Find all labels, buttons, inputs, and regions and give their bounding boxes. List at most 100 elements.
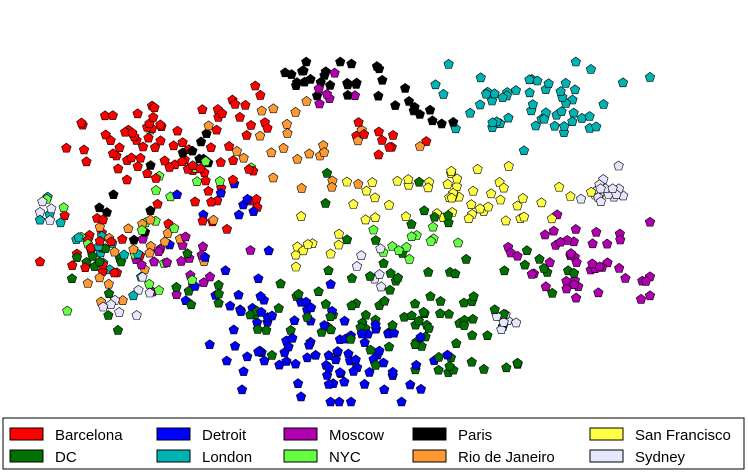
point-detroit <box>364 367 375 377</box>
point-moscow <box>615 234 626 245</box>
point-london <box>481 88 492 99</box>
point-rio-de-janeiro <box>256 105 267 116</box>
point-dc <box>451 338 462 348</box>
point-san-francisco <box>367 177 378 187</box>
point-dc <box>461 253 472 264</box>
legend-swatch-rio-de-janeiro <box>412 449 447 463</box>
point-detroit <box>415 331 426 342</box>
point-moscow <box>570 224 581 234</box>
point-barcelona <box>121 174 133 185</box>
point-london <box>475 72 486 83</box>
point-dc <box>409 298 421 309</box>
point-moscow <box>329 67 340 78</box>
point-detroit <box>345 396 357 407</box>
point-barcelona <box>234 111 245 122</box>
point-barcelona <box>250 80 261 91</box>
point-barcelona <box>387 130 399 140</box>
point-dc <box>433 351 444 362</box>
point-rio-de-janeiro <box>319 147 330 157</box>
point-dc <box>341 234 353 245</box>
point-dc <box>385 268 396 278</box>
point-london <box>567 116 578 126</box>
point-rio-de-janeiro <box>282 128 293 138</box>
point-moscow <box>587 258 598 269</box>
point-paris <box>346 58 357 69</box>
point-barcelona <box>373 149 384 160</box>
point-barcelona <box>172 125 183 136</box>
point-london <box>539 113 550 124</box>
point-paris <box>342 89 353 100</box>
point-dc <box>71 252 83 262</box>
point-rio-de-janeiro <box>296 182 307 193</box>
point-barcelona <box>221 223 233 234</box>
point-dc <box>418 306 429 317</box>
point-detroit <box>332 346 343 356</box>
point-san-francisco <box>512 200 523 211</box>
point-rio-de-janeiro <box>268 103 279 114</box>
point-barcelona <box>117 233 128 244</box>
legend-swatch-detroit <box>156 427 191 441</box>
point-paris <box>280 67 291 78</box>
point-paris <box>436 118 447 129</box>
point-san-francisco <box>333 239 344 250</box>
point-moscow <box>161 257 173 267</box>
point-dc <box>320 298 331 309</box>
point-barcelona <box>61 142 72 153</box>
point-barcelona <box>76 117 87 128</box>
point-rio-de-janeiro <box>304 148 315 159</box>
point-paris <box>371 61 383 71</box>
point-nyc <box>404 253 415 264</box>
point-detroit <box>274 359 285 370</box>
point-dc <box>489 304 500 315</box>
point-dc <box>435 308 446 318</box>
point-barcelona <box>132 161 143 171</box>
point-barcelona <box>206 196 217 207</box>
legend-label-barcelona: Barcelona <box>55 427 123 444</box>
point-moscow <box>176 255 187 266</box>
point-san-francisco <box>341 176 353 187</box>
point-barcelona <box>135 152 146 163</box>
point-london <box>128 290 139 301</box>
point-dc <box>364 271 376 281</box>
point-detroit <box>220 265 231 276</box>
point-sydney <box>105 299 117 309</box>
point-san-francisco <box>503 160 514 171</box>
point-barcelona <box>164 162 175 172</box>
point-barcelona <box>59 210 70 220</box>
point-dc <box>94 256 105 267</box>
point-paris <box>297 65 308 76</box>
point-detroit <box>334 367 346 377</box>
point-sydney <box>607 183 618 193</box>
point-detroit <box>411 359 422 370</box>
point-rio-de-janeiro <box>268 172 279 183</box>
point-barcelona <box>94 235 105 246</box>
point-london <box>570 56 581 67</box>
point-barcelona <box>148 112 159 122</box>
point-dc <box>323 265 334 276</box>
point-barcelona <box>177 156 188 166</box>
point-rio-de-janeiro <box>109 246 120 257</box>
point-dc <box>568 267 580 278</box>
point-moscow <box>539 229 551 240</box>
point-detroit <box>233 289 244 300</box>
point-london <box>598 99 609 109</box>
point-barcelona <box>132 108 143 119</box>
point-dc <box>325 311 336 322</box>
point-detroit <box>415 383 427 394</box>
point-dc <box>501 362 512 373</box>
point-london <box>556 106 567 116</box>
point-detroit <box>266 310 278 321</box>
point-barcelona <box>155 135 166 146</box>
point-london <box>474 99 486 110</box>
point-dc <box>450 268 461 279</box>
point-dc <box>413 176 425 187</box>
point-dc <box>370 360 381 370</box>
point-barcelona <box>228 155 239 165</box>
point-detroit <box>289 315 300 326</box>
point-san-francisco <box>486 188 497 199</box>
point-san-francisco <box>296 211 307 221</box>
point-moscow <box>544 257 555 267</box>
point-dc <box>213 288 224 299</box>
point-barcelona <box>127 127 138 138</box>
point-barcelona <box>80 262 91 273</box>
